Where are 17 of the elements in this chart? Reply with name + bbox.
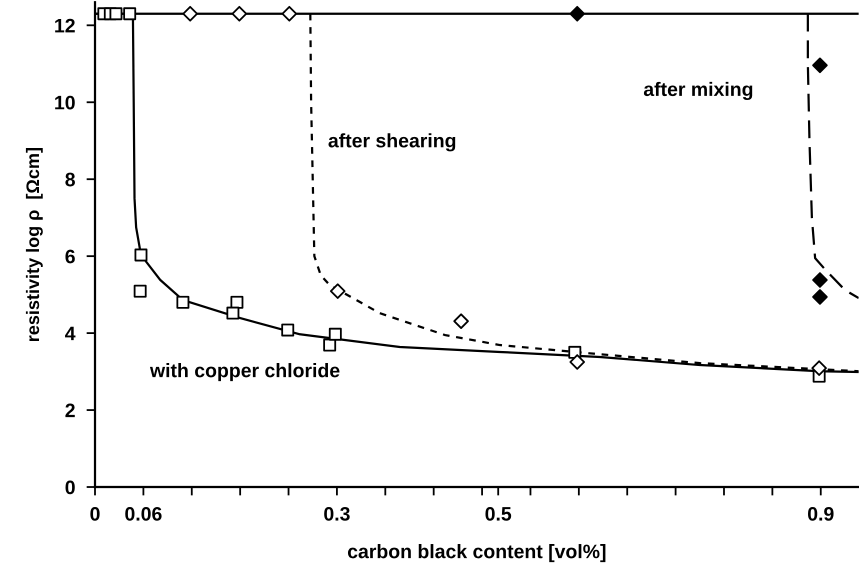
y-tick-label: 0 [66,480,75,494]
annotation: after shearing [328,133,456,152]
annotation: after mixing [644,82,752,100]
x-tick-label: 0.3 [324,506,350,521]
annotation: with copper chloride [150,363,340,382]
x-axis-title: carbon black content [vol%] [348,544,606,562]
y-tick-label: 2 [65,404,75,418]
y-tick-label: 12 [55,18,75,32]
y-tick-label: 10 [55,96,75,110]
x-tick-label: 0 [90,506,100,521]
y-axis-title: resistivity log ρ [Ωcm] [26,148,43,342]
y-tick-label: 4 [65,326,76,340]
y-tick-label: 8 [65,172,75,186]
x-tick-label: 0.9 [808,506,834,521]
x-tick-label: 0.5 [485,506,512,521]
x-tick-label: 0.06 [125,506,162,521]
y-tick-label: 6 [65,250,75,264]
